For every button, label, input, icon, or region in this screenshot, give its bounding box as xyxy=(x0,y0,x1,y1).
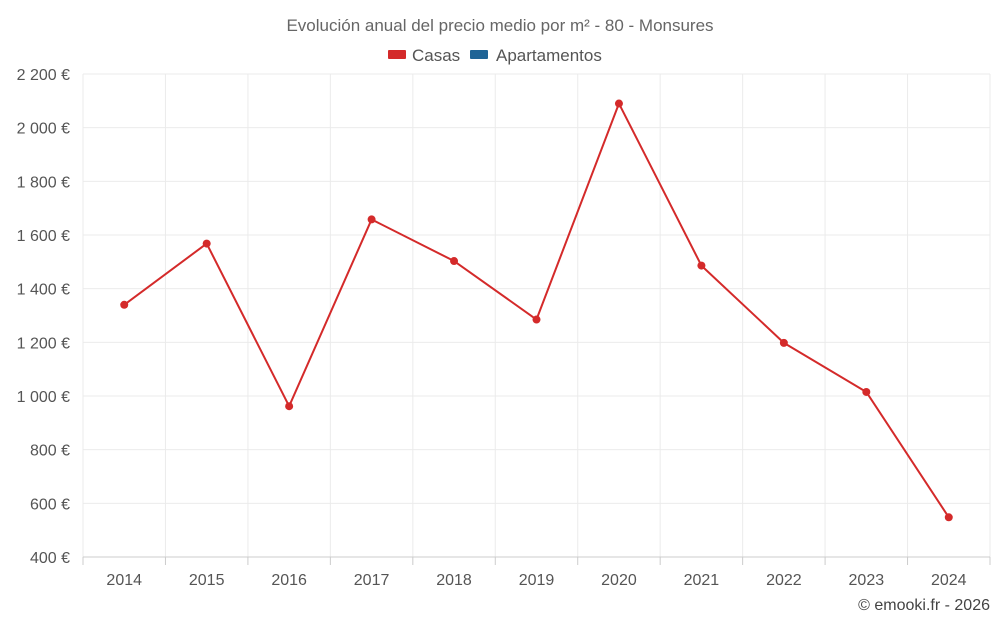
x-tick-label: 2016 xyxy=(271,572,307,589)
data-point-casas[interactable] xyxy=(532,315,541,324)
y-tick-label: 1 000 € xyxy=(17,389,70,406)
legend: Casas Apartamentos xyxy=(388,46,602,65)
y-tick-label: 1 200 € xyxy=(17,335,70,352)
legend-item-apartamentos[interactable]: Apartamentos xyxy=(470,46,602,65)
data-point-casas[interactable] xyxy=(614,99,623,108)
x-tick-label: 2021 xyxy=(684,572,720,589)
data-point-casas[interactable] xyxy=(202,239,211,248)
data-point-casas[interactable] xyxy=(120,300,129,309)
y-tick-label: 800 € xyxy=(30,443,70,460)
y-tick-label: 1 400 € xyxy=(17,282,70,299)
legend-label-apartamentos: Apartamentos xyxy=(496,46,602,65)
x-tick-label: 2020 xyxy=(601,572,637,589)
legend-swatch-casas xyxy=(388,50,406,59)
x-tick-label: 2018 xyxy=(436,572,472,589)
y-tick-label: 1 600 € xyxy=(17,228,70,245)
y-tick-label: 1 800 € xyxy=(17,174,70,191)
x-tick-label: 2014 xyxy=(106,572,142,589)
x-tick-label: 2024 xyxy=(931,572,967,589)
data-point-casas[interactable] xyxy=(367,215,376,224)
y-axis-labels: 400 € 600 € 800 € 1 000 € 1 200 € 1 400 € 1 60… xyxy=(17,67,70,567)
data-point-casas[interactable] xyxy=(450,257,459,266)
x-axis-labels: 2014 2015 2016 2017 2018 2019 2020 2021 2022 2023… xyxy=(106,572,966,589)
y-tick-label: 600 € xyxy=(30,496,70,513)
data-point-casas[interactable] xyxy=(697,261,706,270)
x-tick-label: 2023 xyxy=(849,572,885,589)
y-tick-label: 400 € xyxy=(30,550,70,567)
legend-label-casas: Casas xyxy=(412,46,460,65)
legend-swatch-apartamentos xyxy=(470,50,488,59)
legend-item-casas[interactable]: Casas xyxy=(388,46,460,65)
data-point-casas[interactable] xyxy=(862,387,871,396)
x-tick-label: 2015 xyxy=(189,572,225,589)
data-point-casas[interactable] xyxy=(779,338,788,347)
x-tick-label: 2017 xyxy=(354,572,390,589)
grid-horizontal xyxy=(83,73,990,504)
data-point-casas[interactable] xyxy=(944,513,953,522)
data-point-casas[interactable] xyxy=(285,402,294,411)
grid-vertical xyxy=(82,74,991,557)
credit-text: © emooki.fr - 2026 xyxy=(858,597,990,614)
series-casas xyxy=(120,99,953,522)
chart-title: Evolución anual del precio medio por m² … xyxy=(286,16,713,35)
y-tick-label: 2 000 € xyxy=(17,121,70,138)
x-axis-ticks xyxy=(82,557,991,565)
x-tick-label: 2019 xyxy=(519,572,555,589)
y-tick-label: 2 200 € xyxy=(17,67,70,84)
x-tick-label: 2022 xyxy=(766,572,802,589)
